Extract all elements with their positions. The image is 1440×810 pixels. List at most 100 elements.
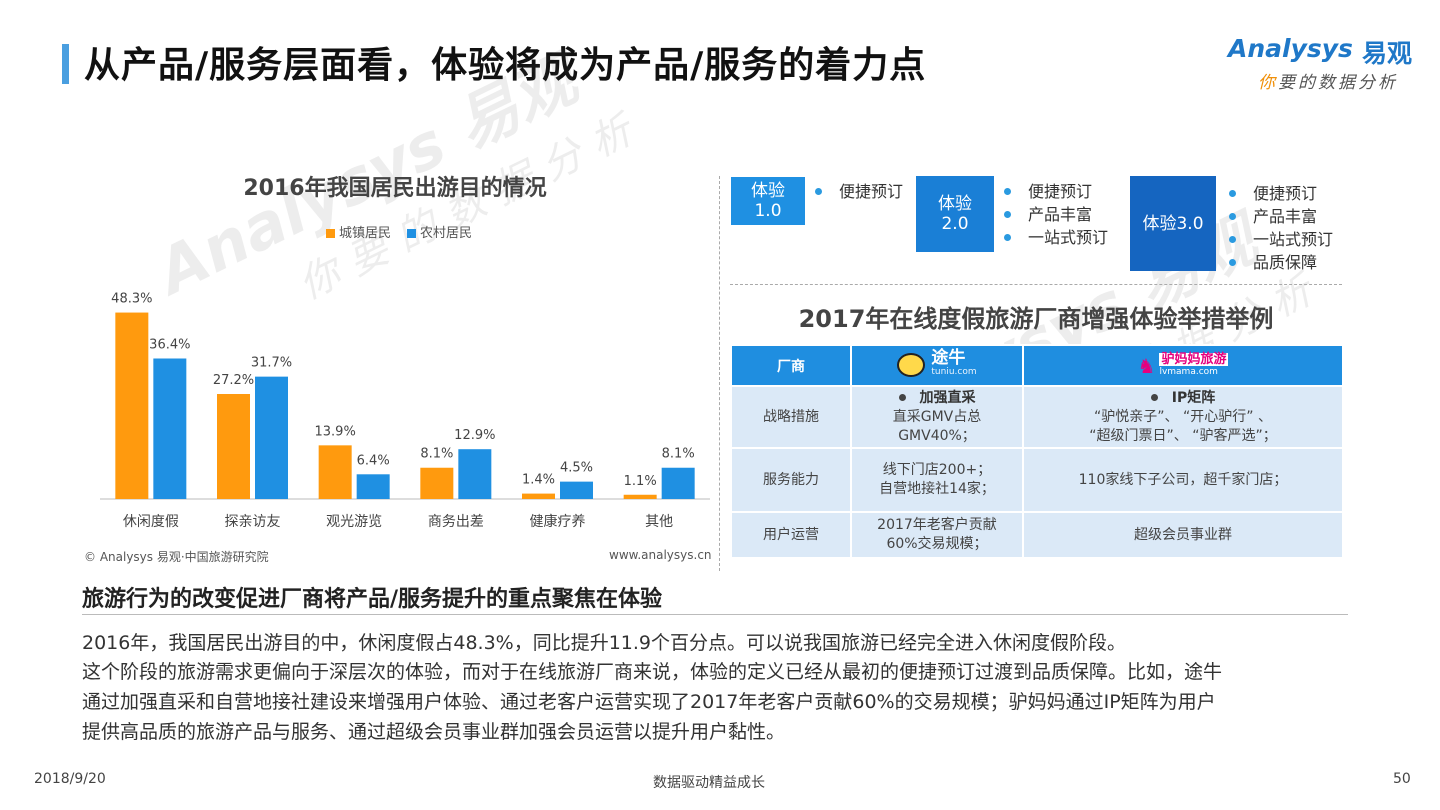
stage-2-item: 一站式预订 [1002,226,1108,249]
lvmama-service-cell: 110家线下子公司，超千家门店； [1022,447,1344,513]
summary-underline [82,614,1348,615]
logo-slogan: 你要的数据分析 [1258,68,1398,93]
x-tick-label-3: 商务出差 [428,514,484,530]
title-accent-bar [62,44,69,84]
table-header-row: 厂商 途牛 tuniu.com ♞ 驴妈妈旅游 lvmama.com [730,344,1344,387]
bar-rural-4 [560,481,593,499]
summary-paragraph-line: 2016年，我国居民出游目的中，休闲度假占48.3%，同比提升11.9个百分点。… [82,632,1127,654]
bar-urban-1 [217,394,250,499]
legend-urban: 城镇居民 [326,222,391,241]
page-title: 从产品/服务层面看，体验将成为产品/服务的着力点 [84,45,927,86]
footer-date: 2018/9/20 [34,771,106,787]
vendor-table: 厂商 途牛 tuniu.com ♞ 驴妈妈旅游 lvmama.com 战略措施 [730,344,1344,559]
table-row-service: 服务能力 线下门店200+； 自营地接社14家； 110家线下子公司，超千家门店… [730,447,1344,513]
analysys-logo: Analysys 易观 你要的数据分析 [1228,34,1418,94]
bar-urban-0 [115,312,149,499]
tuniu-logo-url: tuniu.com [931,366,977,377]
chart-source-right: www.analysys.cn [609,548,712,562]
legend-urban-swatch [326,229,335,238]
tuniu-strategy-line: 直采GMV占总 [892,408,982,425]
stage-3-item: 品质保障 [1227,251,1333,274]
x-tick-label-2: 观光游览 [326,514,382,530]
bar-rural-0 [153,358,187,499]
tuniu-logo-text: 途牛 [931,347,966,368]
stage-box-1-line2: 1.0 [754,201,782,221]
legend-rural-swatch [407,229,416,238]
lvmama-strategy-line: “超级门票日”、 “驴客严选”； [1089,427,1277,444]
footer-slogan: 数据驱动精益成长 [653,775,765,791]
row-label: 战略措施 [730,385,852,449]
stage-box-2-line2: 2.0 [941,214,969,234]
lvmama-operation-cell: 超级会员事业群 [1022,511,1344,559]
stage-box-1-line1: 体验 [751,181,785,201]
lvmama-logo-text: 驴妈妈旅游 [1159,351,1229,367]
data-label-rural-2: 6.4% [357,453,390,468]
x-tick-label-4: 健康疗养 [530,513,586,530]
stage-2-list: 便捷预订 产品丰富 一站式预订 [1002,180,1108,249]
data-label-urban-3: 8.1% [420,447,453,462]
x-tick-label-1: 探亲访友 [225,514,281,530]
data-label-urban-4: 1.4% [522,473,555,488]
tuniu-strategy-head: 加强直采 [853,389,1021,408]
bar-rural-3 [458,449,492,499]
lvmama-strategy-cell: IP矩阵 “驴悦亲子”、 “开心驴行” 、 “超级门票日”、 “驴客严选”； [1022,385,1344,449]
tuniu-service-line: 自营地接社14家； [879,481,995,497]
stage-3-item: 便捷预订 [1227,182,1333,205]
table-row-operation: 用户运营 2017年老客户贡献 60%交易规模； 超级会员事业群 [730,511,1344,559]
bar-rural-5 [661,467,695,499]
summary-heading: 旅游行为的改变促进厂商将产品/服务提升的重点聚焦在体验 [82,587,663,612]
logo-slogan-rest: 要的数据分析 [1278,73,1398,93]
row-label: 用户运营 [730,511,852,559]
data-label-rural-4: 4.5% [560,461,593,476]
bar-urban-2 [318,445,352,499]
summary-paragraph-line: 通过加强直采和自营地接社建设来增强用户体验、通过老客户运营实现了2017年老客户… [82,691,1216,713]
data-label-urban-0: 48.3% [111,292,152,307]
chart-title: 2016年我国居民出游目的情况 [243,176,547,201]
bar-urban-3 [420,467,454,499]
stage-box-2-line1: 体验 [938,194,972,214]
lvmama-logo: ♞ 驴妈妈旅游 lvmama.com [1022,344,1344,387]
tuniu-strategy-line: GMV40%； [898,427,976,444]
stage-box-3-line1: 体验3.0 [1142,213,1204,234]
tuniu-service-cell: 线下门店200+； 自营地接社14家； [850,447,1024,513]
tuniu-operation-line: 60%交易规模； [886,536,988,552]
stage-box-1: 体验 1.0 [731,177,805,225]
horizontal-divider [730,284,1342,285]
stage-2-item: 产品丰富 [1002,203,1108,226]
tuniu-service-line: 线下门店200+； [882,462,992,478]
data-label-rural-3: 12.9% [454,428,495,443]
tuniu-cow-icon [897,352,926,377]
logo-chinese: 易观 [1362,39,1413,68]
table-row-strategy: 战略措施 加强直采 直采GMV占总 GMV40%； IP矩阵 “驴悦亲子”、 “… [730,385,1344,449]
row-label: 服务能力 [730,447,852,513]
legend-rural-label: 农村居民 [420,226,473,241]
bar-rural-1 [255,376,288,499]
stage-box-3: 体验3.0 [1130,176,1216,271]
lvmama-strategy-line: “驴悦亲子”、 “开心驴行” 、 [1094,408,1272,425]
x-tick-label-0: 休闲度假 [123,514,179,530]
x-tick-label-5: 其他 [645,514,673,530]
lvmama-service-line: 110家线下子公司，超千家门店； [1078,471,1288,488]
bar-rural-2 [356,474,390,499]
table-title: 2017年在线度假旅游厂商增强体验举措举例 [798,305,1274,333]
stage-1-item: 便捷预订 [813,180,903,203]
data-label-urban-1: 27.2% [213,373,254,388]
logo-slogan-highlight: 你 [1258,73,1278,93]
bar-urban-5 [623,494,657,499]
tuniu-logo: 途牛 tuniu.com [850,344,1024,387]
stage-3-list: 便捷预订 产品丰富 一站式预订 品质保障 [1227,182,1333,274]
stage-3-item: 一站式预订 [1227,228,1333,251]
tuniu-operation-line: 2017年老客户贡献 [877,517,997,533]
table-header-vendor: 厂商 [730,344,852,387]
footer-page-number: 50 [1393,771,1411,787]
lvmama-operation-line: 超级会员事业群 [1134,526,1232,543]
lvmama-donkey-icon: ♞ [1137,353,1156,378]
stage-box-2: 体验 2.0 [916,176,994,252]
tuniu-strategy-head-text: 加强直采 [919,389,976,406]
logo-english: Analysys [1228,34,1353,63]
lvmama-strategy-head-text: IP矩阵 [1171,389,1216,406]
stage-2-item: 便捷预订 [1002,180,1108,203]
vertical-divider [719,176,720,571]
tuniu-strategy-cell: 加强直采 直采GMV占总 GMV40%； [850,385,1024,449]
chart-source-left: © Analysys 易观·中国旅游研究院 [84,550,269,564]
